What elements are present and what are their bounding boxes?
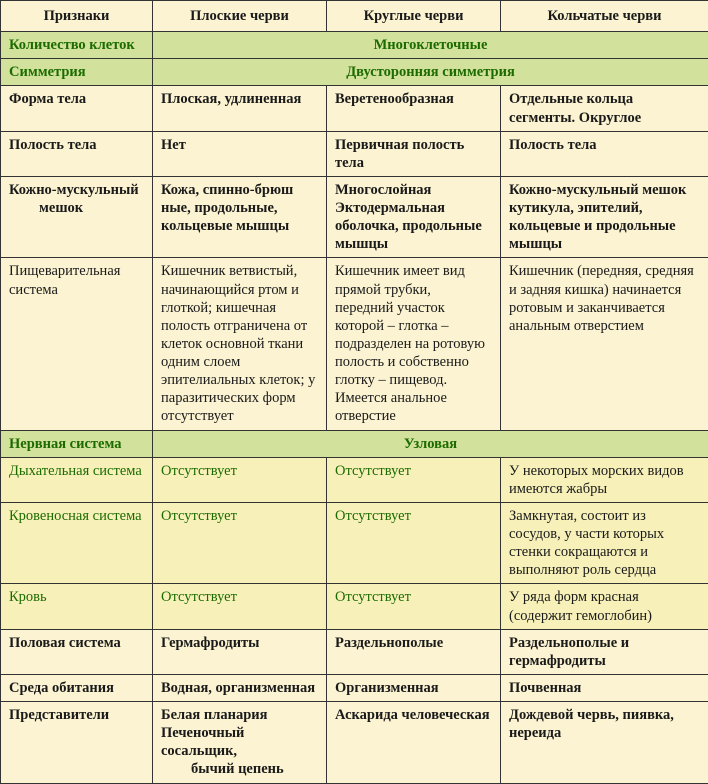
value-symmetry: Двусторонняя симметрия xyxy=(153,59,708,86)
comparison-table: Признаки Плоские черви Круглые черви Кол… xyxy=(0,0,708,784)
cell-rep-flat-line2: бычий цепень xyxy=(161,761,284,777)
cell-skin-round: Многослойная Эктодермальная оболочка, пр… xyxy=(327,176,501,258)
header-annelids: Кольчатые черви xyxy=(501,1,708,32)
cell-digestive-round: Кишечник имеет вид прямой трубки, передн… xyxy=(327,258,501,430)
header-flatworms: Плоские черви xyxy=(153,1,327,32)
label-representatives: Представители xyxy=(1,702,153,784)
row-symmetry: Симметрия Двусторонняя симметрия xyxy=(1,59,708,86)
row-respiratory: Дыхательная система Отсутствует Отсутств… xyxy=(1,457,708,502)
value-nervous: Узловая xyxy=(153,430,708,457)
cell-digestive-flat: Кишечник ветвистый, начинающийся ртом и … xyxy=(153,258,327,430)
label-circulatory: Кровеносная система xyxy=(1,502,153,584)
cell-blood-ann: У ряда форм красная (содержит гемоглобин… xyxy=(501,584,708,629)
label-body-shape: Форма тела xyxy=(1,86,153,131)
header-roundworms: Круглые черви xyxy=(327,1,501,32)
cell-rep-ann: Дождевой червь, пиявка, нереида xyxy=(501,702,708,784)
label-skin-muscle: Кожно-мускульный мешок xyxy=(1,176,153,258)
row-skin-muscle: Кожно-мускульный мешок Кожа, спинно-брюш… xyxy=(1,176,708,258)
row-representatives: Представители Белая планария Печеночный … xyxy=(1,702,708,784)
label-cell-count: Количество клеток xyxy=(1,32,153,59)
cell-blood-flat: Отсутствует xyxy=(153,584,327,629)
cell-circ-flat: Отсутствует xyxy=(153,502,327,584)
header-features: Признаки xyxy=(1,1,153,32)
label-respiratory: Дыхательная система xyxy=(1,457,153,502)
label-symmetry: Симметрия xyxy=(1,59,153,86)
label-habitat: Среда обитания xyxy=(1,674,153,701)
cell-body-cavity-flat: Нет xyxy=(153,131,327,176)
cell-resp-flat: Отсутствует xyxy=(153,457,327,502)
cell-skin-ann: Кожно-мускульный мешок кутикула, эпители… xyxy=(501,176,708,258)
label-skin-muscle-line1: Кожно-мускульный xyxy=(9,182,139,198)
row-blood: Кровь Отсутствует Отсутствует У ряда фор… xyxy=(1,584,708,629)
row-digestive: Пищеварительная система Кишечник ветвист… xyxy=(1,258,708,430)
label-blood: Кровь xyxy=(1,584,153,629)
row-circulatory: Кровеносная система Отсутствует Отсутств… xyxy=(1,502,708,584)
cell-body-cavity-ann: Полость тела xyxy=(501,131,708,176)
cell-hab-ann: Почвенная xyxy=(501,674,708,701)
cell-repr-round: Раздельнополые xyxy=(327,629,501,674)
label-nervous: Нервная система xyxy=(1,430,153,457)
row-reproductive: Половая система Гермафродиты Раздельнопо… xyxy=(1,629,708,674)
cell-digestive-ann: Кишечник (передняя, средняя и задняя киш… xyxy=(501,258,708,430)
cell-circ-ann: Замкнутая, состоит из сосудов, у части к… xyxy=(501,502,708,584)
cell-resp-round: Отсутствует xyxy=(327,457,501,502)
label-reproductive: Половая система xyxy=(1,629,153,674)
value-cell-count: Многоклеточные xyxy=(153,32,708,59)
cell-hab-flat: Водная, организменная xyxy=(153,674,327,701)
cell-repr-ann: Раздельнополые и гермафродиты xyxy=(501,629,708,674)
cell-body-shape-flat: Плоская, удлиненная xyxy=(153,86,327,131)
cell-rep-round: Аскарида человеческая xyxy=(327,702,501,784)
cell-rep-flat: Белая планария Печеночный сосальщик, быч… xyxy=(153,702,327,784)
label-digestive: Пищеварительная система xyxy=(1,258,153,430)
row-body-shape: Форма тела Плоская, удлиненная Веретеноо… xyxy=(1,86,708,131)
row-nervous: Нервная система Узловая xyxy=(1,430,708,457)
row-habitat: Среда обитания Водная, организменная Орг… xyxy=(1,674,708,701)
cell-body-cavity-round: Первичная полость тела xyxy=(327,131,501,176)
label-skin-muscle-line2: мешок xyxy=(9,200,83,216)
cell-blood-round: Отсутствует xyxy=(327,584,501,629)
cell-resp-ann: У некоторых морских видов имеются жабры xyxy=(501,457,708,502)
cell-rep-flat-line1: Белая планария Печеночный сосальщик, xyxy=(161,707,267,759)
label-body-cavity: Полость тела xyxy=(1,131,153,176)
cell-skin-flat: Кожа, спинно-брюш ные, продольные, кольц… xyxy=(153,176,327,258)
cell-body-shape-ann: Отдельные кольца сегменты. Округлое xyxy=(501,86,708,131)
cell-body-shape-round: Веретенообразная xyxy=(327,86,501,131)
header-row: Признаки Плоские черви Круглые черви Кол… xyxy=(1,1,708,32)
row-body-cavity: Полость тела Нет Первичная полость тела … xyxy=(1,131,708,176)
cell-hab-round: Организменная xyxy=(327,674,501,701)
row-cell-count: Количество клеток Многоклеточные xyxy=(1,32,708,59)
cell-circ-round: Отсутствует xyxy=(327,502,501,584)
cell-repr-flat: Гермафродиты xyxy=(153,629,327,674)
